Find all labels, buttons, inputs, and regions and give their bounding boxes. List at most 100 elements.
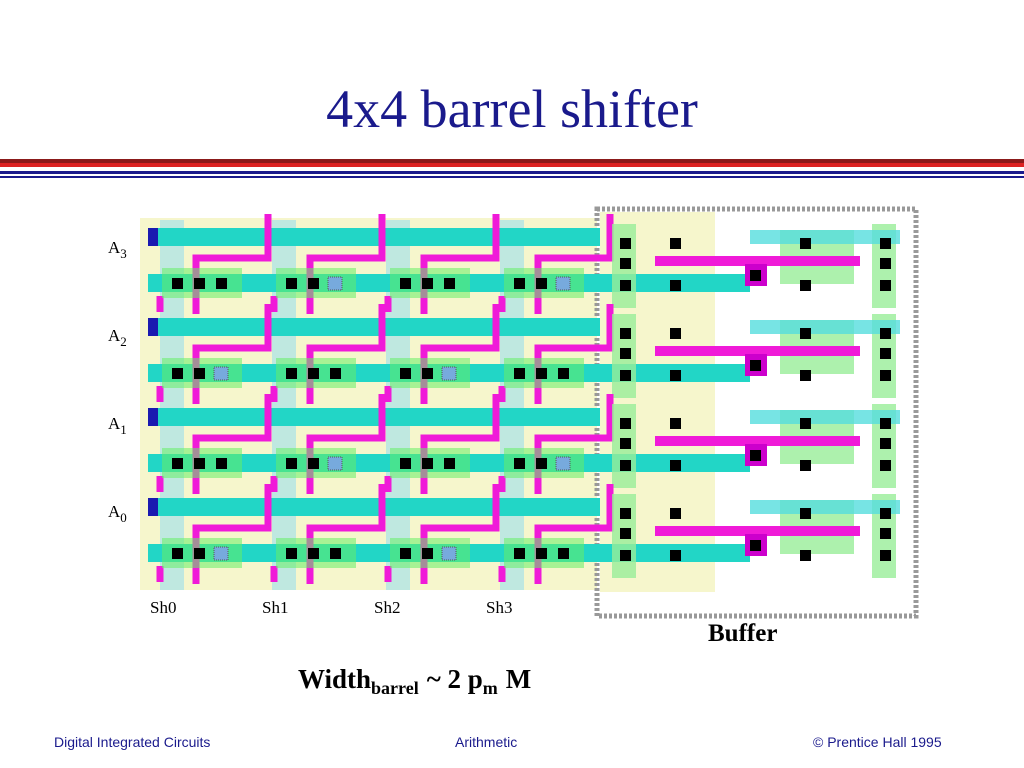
- via: [555, 456, 571, 471]
- formula-middle: ~ 2 p: [426, 664, 483, 694]
- input-index: 2: [120, 334, 127, 349]
- contact: [670, 550, 681, 561]
- input-name: A: [108, 326, 121, 345]
- contact: [620, 280, 631, 291]
- contact: [444, 458, 455, 469]
- contact: [750, 270, 761, 281]
- contact: [308, 458, 319, 469]
- contact: [800, 550, 811, 561]
- contact: [308, 368, 319, 379]
- via: [327, 456, 343, 471]
- contact: [670, 418, 681, 429]
- via: [441, 366, 457, 381]
- input-label: A3: [108, 238, 127, 262]
- via: [327, 276, 343, 291]
- contact: [308, 548, 319, 559]
- rule-blue: [0, 171, 1024, 174]
- shift-label: Sh3: [486, 598, 513, 617]
- contact: [670, 370, 681, 381]
- input-wire: [148, 498, 600, 516]
- via: [441, 546, 457, 561]
- contact: [620, 528, 631, 539]
- contact: [514, 458, 525, 469]
- contact: [514, 278, 525, 289]
- input-label: A0: [108, 502, 127, 526]
- contact: [880, 528, 891, 539]
- contact: [536, 458, 547, 469]
- contact: [422, 458, 433, 469]
- input-name: A: [108, 414, 121, 433]
- contact: [172, 278, 183, 289]
- contact: [172, 548, 183, 559]
- contact: [400, 368, 411, 379]
- contact: [400, 458, 411, 469]
- contact: [286, 368, 297, 379]
- shift-label: Sh2: [374, 598, 401, 617]
- formula-end: M: [505, 664, 532, 694]
- contact: [620, 418, 631, 429]
- contact: [620, 348, 631, 359]
- slide-title: 4x4 barrel shifter: [326, 79, 698, 139]
- contact: [514, 548, 525, 559]
- buffer-wire: [750, 500, 900, 514]
- rule-red: [0, 163, 1024, 167]
- contact: [620, 328, 631, 339]
- buffer-wire: [750, 230, 900, 244]
- contact: [194, 548, 205, 559]
- contact: [750, 450, 761, 461]
- contact: [194, 458, 205, 469]
- via: [213, 366, 229, 381]
- input-contact: [148, 498, 158, 516]
- input-contact: [148, 318, 158, 336]
- contact: [194, 278, 205, 289]
- contact: [800, 370, 811, 381]
- contact: [620, 550, 631, 561]
- contact: [620, 258, 631, 269]
- contact: [800, 460, 811, 471]
- input-index: 0: [120, 510, 127, 525]
- buffer-label: Buffer: [708, 620, 778, 647]
- contact: [880, 348, 891, 359]
- contact: [670, 460, 681, 471]
- contact: [620, 238, 631, 249]
- footer-center: Arithmetic: [455, 734, 518, 750]
- rule-dark: [0, 159, 1024, 163]
- input-name: A: [108, 502, 121, 521]
- shift-label: Sh0: [150, 598, 177, 617]
- contact: [172, 458, 183, 469]
- contact: [216, 278, 227, 289]
- contact: [880, 508, 891, 519]
- via: [555, 276, 571, 291]
- input-label: A2: [108, 326, 127, 350]
- contact: [558, 368, 569, 379]
- contact: [422, 548, 433, 559]
- output-wire: [148, 454, 600, 472]
- input-contact: [148, 408, 158, 426]
- contact: [880, 550, 891, 561]
- contact: [286, 548, 297, 559]
- input-contact: [148, 228, 158, 246]
- contact: [620, 508, 631, 519]
- contact: [330, 368, 341, 379]
- input-wire: [148, 318, 600, 336]
- buffer-poly: [655, 256, 860, 266]
- contact: [422, 368, 433, 379]
- buffer-poly: [655, 526, 860, 536]
- contact: [422, 278, 433, 289]
- formula: Widthbarrel ~ 2 pm M: [298, 664, 531, 699]
- contact: [800, 508, 811, 519]
- contact: [880, 328, 891, 339]
- contact: [620, 370, 631, 381]
- contact: [400, 278, 411, 289]
- contact: [286, 458, 297, 469]
- contact: [880, 438, 891, 449]
- contact: [750, 540, 761, 551]
- contact: [880, 460, 891, 471]
- buffer-wire: [750, 410, 900, 424]
- contact: [800, 238, 811, 249]
- contact: [514, 368, 525, 379]
- input-wire: [148, 228, 600, 246]
- footer-left: Digital Integrated Circuits: [54, 734, 211, 750]
